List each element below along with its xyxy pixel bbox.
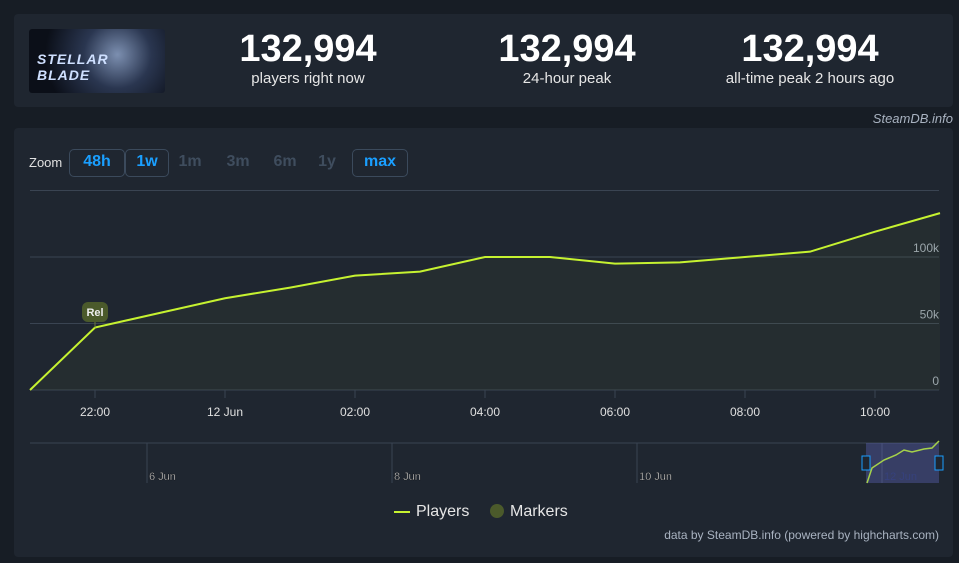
stats-card: STELLAR BLADE 132,994 players right now 1… [14,14,953,107]
stat-value: 132,994 [239,28,377,70]
navigator-label: 10 Jun [639,471,672,483]
legend-label: Players [416,503,470,520]
navigator-line [866,440,940,484]
stat-label: players right now [251,70,365,87]
zoom-3m-button[interactable]: 3m [226,153,250,170]
stat-label: all-time peak 2 hours ago [725,70,895,87]
y-tick-label: 50k [920,308,940,322]
navigator-handle[interactable] [934,455,944,471]
steamdb-credit[interactable]: SteamDB.info [872,111,953,126]
navigator-label: 12 Jun [884,471,917,483]
stat-value: 132,994 [498,28,636,70]
navigator-label: 8 Jun [394,471,421,483]
stat-value: 132,994 [741,28,879,70]
zoom-48h-button[interactable]: 48h [69,149,125,177]
game-logo[interactable]: STELLAR BLADE [29,29,165,93]
players-line [29,212,941,391]
zoom-6m-button[interactable]: 6m [273,153,297,170]
navigator-handle[interactable] [861,455,871,471]
x-tick-label: 12 Jun [207,405,243,419]
stat-alltime: 132,994 all-time peak 2 hours ago [700,28,920,87]
stat-24h: 132,994 24-hour peak [457,28,677,87]
x-tick-label: 10:00 [860,405,890,419]
zoom-label: Zoom [29,155,63,170]
x-tick-label: 02:00 [340,405,370,419]
legend-players[interactable]: Players [394,503,469,521]
y-tick-label: 100k [913,241,940,255]
zoom-max-button[interactable]: max [352,149,408,177]
circle-icon [490,504,504,518]
release-marker[interactable] [82,302,108,322]
x-tick-label: 08:00 [730,405,760,419]
y-tick-label: 0 [932,374,939,388]
zoom-1y-button[interactable]: 1y [318,153,336,170]
legend-label: Markers [510,503,568,520]
line-icon [394,510,410,513]
player-chart[interactable]: 0 50k 100k 22:00 12 Jun 02:00 04:00 06:00 08:00 1… [14,128,953,557]
zoom-1w-button[interactable]: 1w [125,149,169,177]
legend-markers[interactable]: Markers [490,503,568,521]
stat-label: 24-hour peak [522,70,612,87]
chart-credit[interactable]: data by SteamDB.info (powered by highcha… [664,528,939,542]
x-tick-label: 04:00 [470,405,500,419]
stat-current: 132,994 players right now [198,28,418,87]
area-fill [30,213,940,390]
marker-label: Rel [86,307,103,319]
zoom-1m-button[interactable]: 1m [178,153,202,170]
navigator-label: 6 Jun [149,471,176,483]
x-tick-label: 06:00 [600,405,630,419]
x-tick-label: 22:00 [80,405,110,419]
